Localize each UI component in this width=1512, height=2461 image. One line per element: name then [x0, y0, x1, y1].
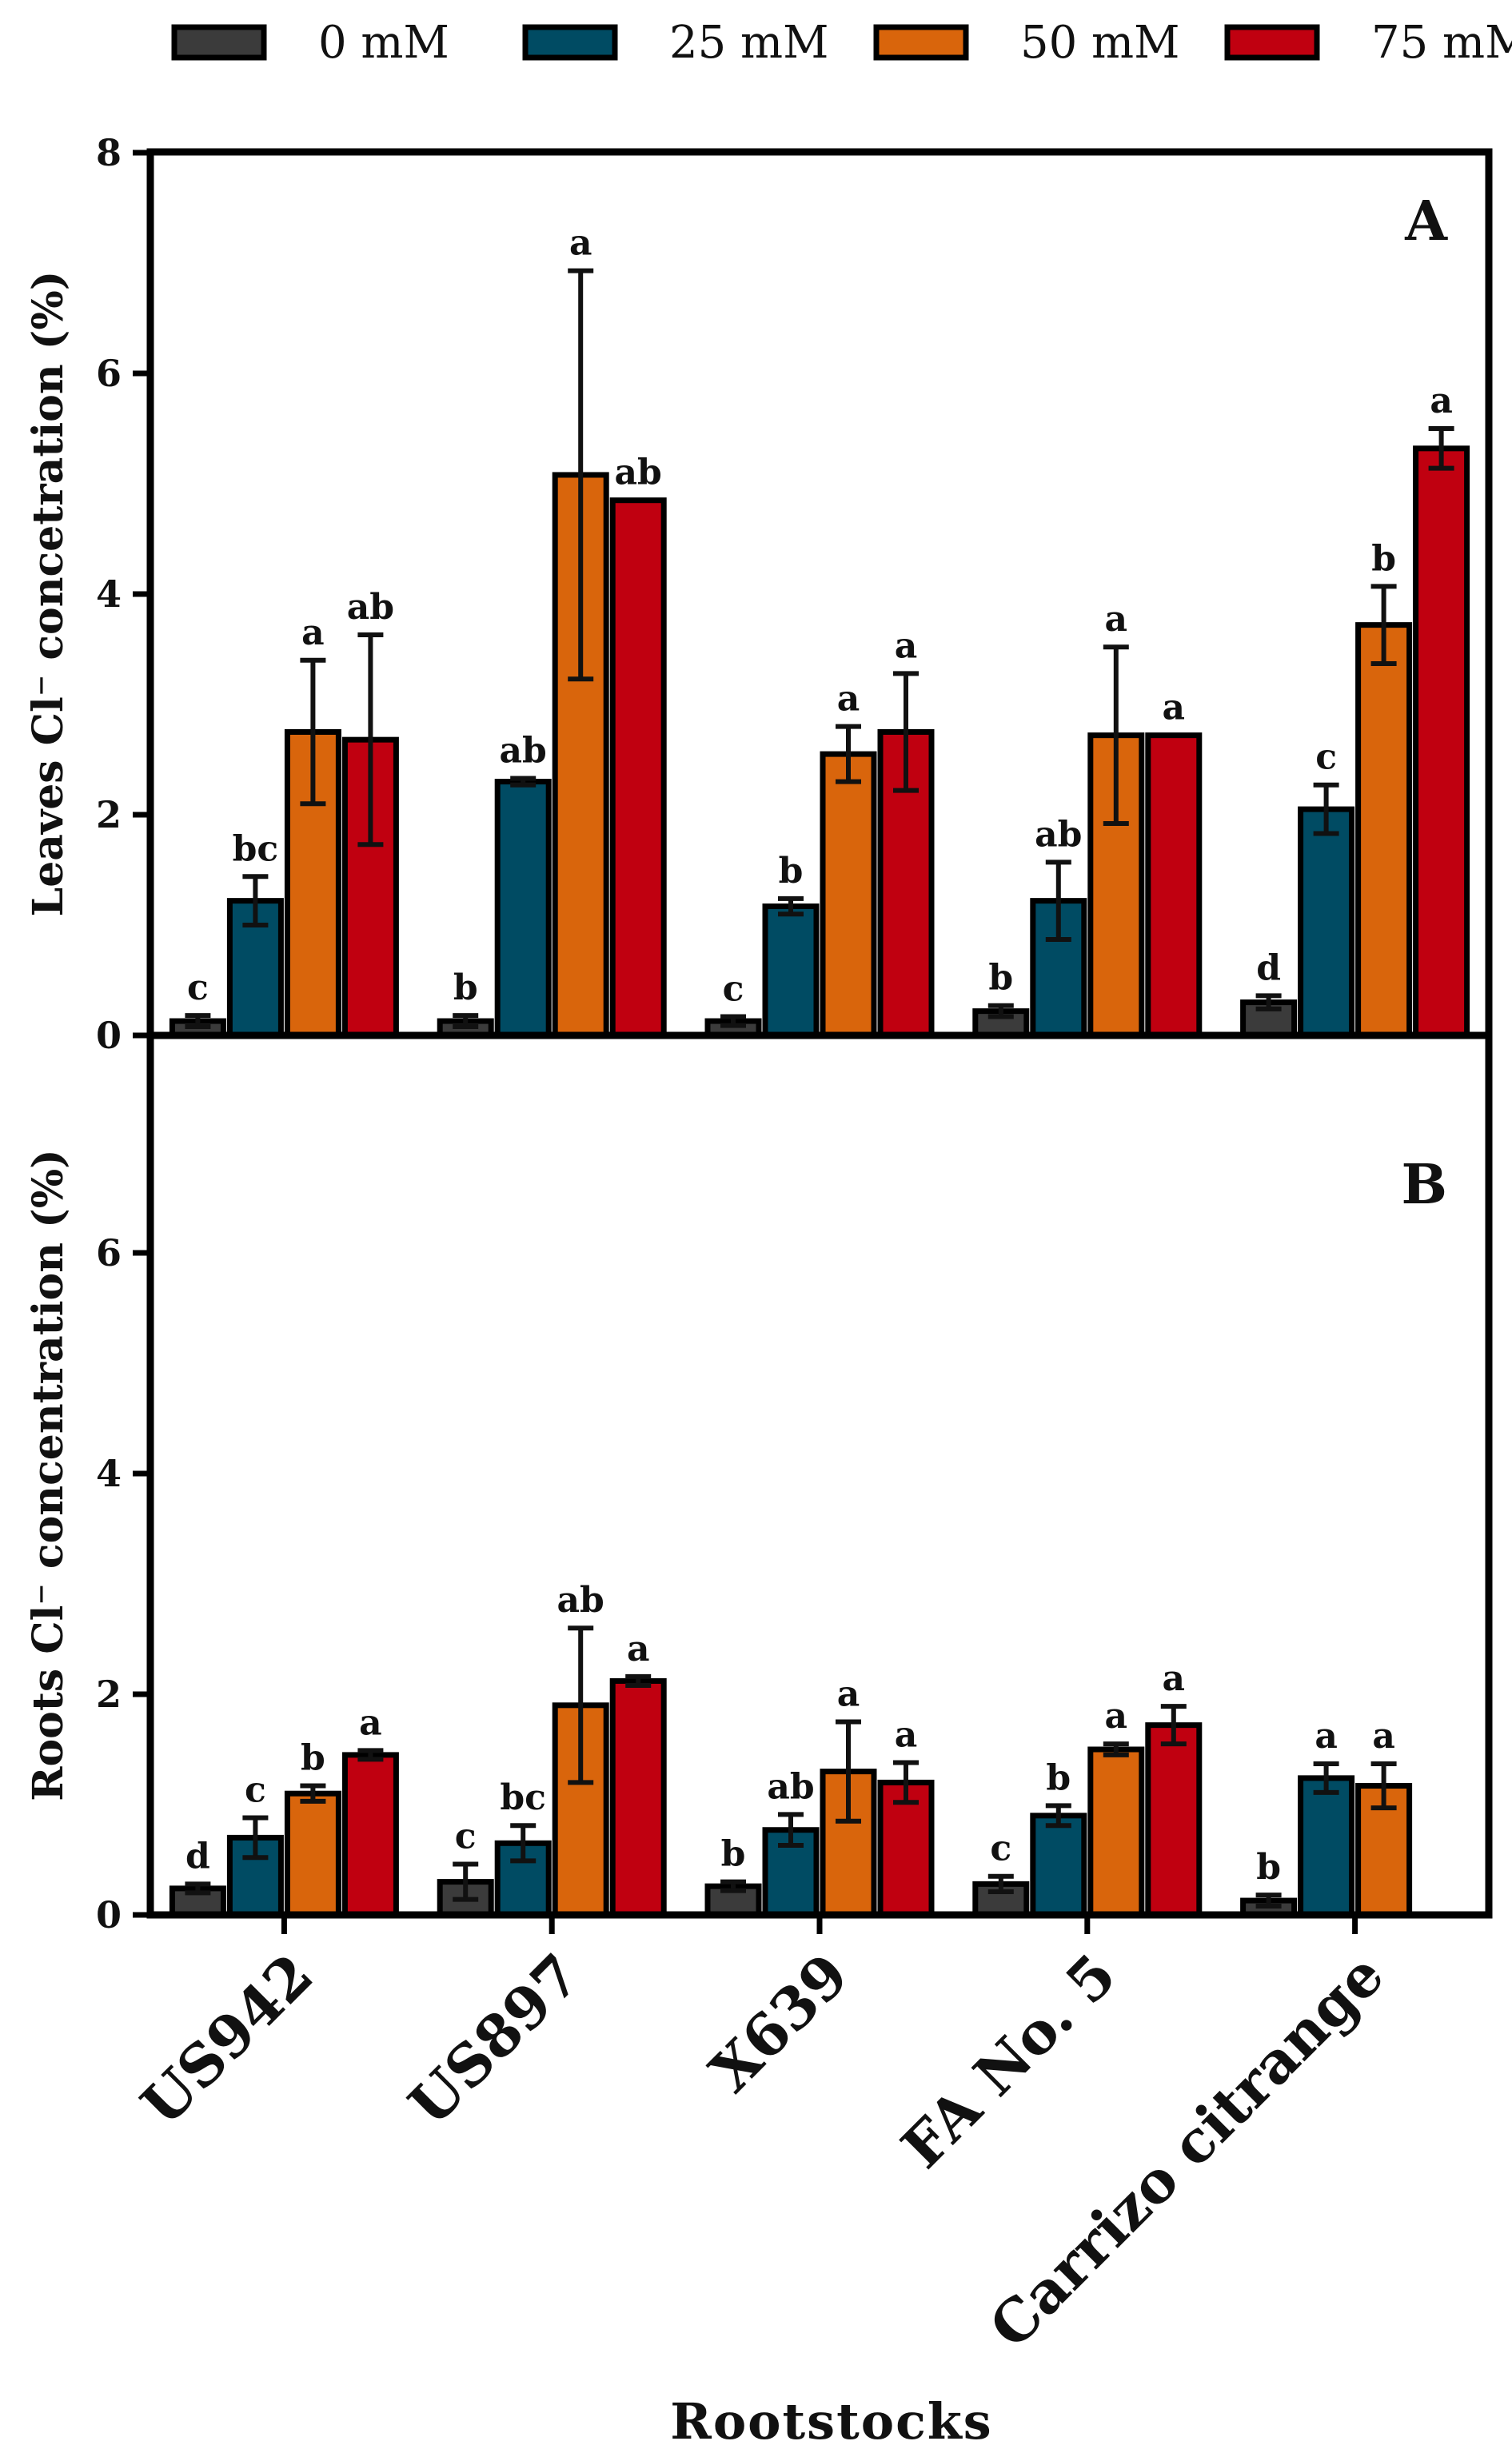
panel-letter-B: B — [1402, 1153, 1447, 1217]
sig-letter-B-4-0: b — [1256, 1847, 1281, 1888]
sig-letter-A-1-3: ab — [615, 453, 662, 493]
sig-letter-B-3-3: a — [1163, 1658, 1186, 1699]
sig-letter-B-0-1: c — [245, 1770, 266, 1811]
legend-label-2: 50 mM — [1020, 17, 1180, 69]
sig-letter-A-1-1: ab — [500, 730, 547, 771]
y-axis-label-A: Leaves Cl⁻ concetration (%) — [24, 271, 73, 917]
y-axis-label-B: Roots Cl⁻ concentration (%) — [24, 1149, 73, 1801]
sig-letter-B-3-1: b — [1046, 1757, 1071, 1798]
sig-letter-A-3-3: a — [1163, 688, 1186, 728]
category-label-3: FA No. 5 — [888, 1940, 1129, 2181]
y-tick-label-B-2: 2 — [96, 1673, 122, 1716]
legend-label-1: 25 mM — [669, 17, 829, 69]
sig-letter-B-1-2: ab — [557, 1580, 604, 1621]
sig-letter-A-1-0: b — [453, 967, 478, 1008]
y-tick-label-A-8: 8 — [96, 131, 122, 174]
sig-letter-A-0-0: c — [187, 967, 209, 1008]
sig-letter-B-4-1: a — [1315, 1716, 1338, 1757]
sig-letter-A-4-0: d — [1256, 947, 1281, 988]
category-label-2: X639 — [696, 1940, 861, 2105]
sig-letter-A-4-1: c — [1315, 737, 1337, 778]
legend: 0 mM 25 mM 50 mM 75 mM — [171, 17, 1512, 69]
bar-A-4-2 — [1355, 622, 1413, 1039]
bar-B-1-3 — [609, 1677, 667, 1918]
sig-letter-B-0-0: d — [186, 1836, 210, 1877]
bar-A-2-2 — [820, 751, 877, 1039]
sig-letter-A-2-3: a — [895, 625, 918, 666]
sig-letter-B-1-3: a — [627, 1629, 650, 1669]
x-axis-label: Rootstocks — [670, 2392, 992, 2451]
bar-A-1-3 — [609, 497, 667, 1039]
sig-letter-A-3-0: b — [988, 958, 1013, 999]
sig-letter-B-4-2: a — [1372, 1716, 1395, 1757]
bar-B-3-1 — [1030, 1813, 1087, 1918]
bar-B-3-2 — [1087, 1746, 1145, 1918]
sig-letter-A-2-0: c — [723, 969, 744, 1010]
y-tick-label-A-2: 2 — [96, 793, 122, 836]
sig-letter-A-2-1: b — [779, 851, 804, 891]
sig-letter-B-2-2: a — [837, 1674, 860, 1715]
y-tick-label-B-4: 4 — [96, 1452, 122, 1495]
legend-swatch-0 — [171, 24, 267, 61]
legend-swatch-3 — [1224, 24, 1320, 61]
bar-A-2-1 — [762, 903, 820, 1039]
category-label-0: US942 — [128, 1940, 326, 2139]
category-label-1: US897 — [396, 1940, 594, 2139]
panel-letter-A: A — [1404, 189, 1448, 253]
sig-letter-B-3-2: a — [1105, 1696, 1128, 1737]
sig-letter-B-2-1: ab — [767, 1766, 814, 1807]
sig-letter-A-4-2: b — [1371, 538, 1396, 579]
sig-letter-B-1-0: c — [455, 1817, 477, 1857]
bar-A-4-1 — [1298, 806, 1355, 1039]
bar-B-0-3 — [341, 1752, 399, 1918]
sig-letter-A-1-2: a — [569, 223, 592, 264]
sig-letter-B-2-0: b — [721, 1834, 746, 1875]
sig-letter-B-1-1: bc — [500, 1777, 546, 1818]
bar-B-4-1 — [1298, 1775, 1355, 1918]
sig-letter-B-0-2: b — [301, 1738, 325, 1779]
y-tick-label-B-0: 0 — [96, 1893, 122, 1936]
sig-letter-A-0-2: a — [301, 612, 325, 653]
y-tick-label-A-4: 4 — [96, 572, 122, 616]
legend-swatch-1 — [522, 24, 618, 61]
sig-letter-A-0-3: ab — [347, 587, 394, 628]
bar-B-3-3 — [1145, 1722, 1203, 1918]
sig-letter-B-2-3: a — [895, 1715, 918, 1756]
bar-A-1-1 — [494, 779, 552, 1039]
sig-letter-A-3-2: a — [1105, 599, 1128, 640]
sig-letter-A-3-1: ab — [1035, 814, 1082, 855]
bar-B-0-2 — [284, 1790, 341, 1918]
sig-letter-A-4-3: a — [1430, 381, 1453, 421]
legend-label-0: 0 mM — [318, 17, 449, 69]
legend-label-3: 75 mM — [1371, 17, 1512, 69]
legend-swatch-2 — [873, 24, 969, 61]
sig-letter-B-0-3: a — [359, 1702, 382, 1743]
y-tick-label-A-6: 6 — [96, 352, 122, 395]
bar-A-4-3 — [1413, 445, 1470, 1039]
sig-letter-B-3-0: c — [990, 1829, 1011, 1869]
bar-A-3-3 — [1145, 732, 1203, 1039]
y-tick-label-A-0: 0 — [96, 1014, 122, 1057]
sig-letter-A-0-1: bc — [233, 828, 279, 869]
sig-letter-A-2-2: a — [837, 679, 860, 720]
y-tick-label-B-6: 6 — [96, 1231, 122, 1274]
